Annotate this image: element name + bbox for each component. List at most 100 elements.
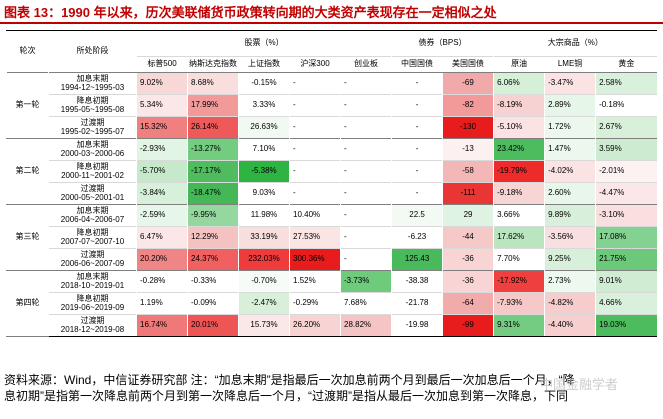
value-cell-crude-oil: -9.18% <box>493 182 545 205</box>
watermark-text: 中国金融学者 <box>540 377 619 392</box>
value-cell-nasdaq: -18.47% <box>187 182 239 205</box>
value-cell-csi300: - <box>289 72 341 95</box>
value-cell-nasdaq: 26.14% <box>187 116 239 139</box>
value-cell-csi300: - <box>289 182 341 205</box>
value-cell-crude-oil: 9.31% <box>493 314 545 337</box>
value-cell-crude-oil: -8.19% <box>493 94 545 117</box>
col-lme-copper: LME铜 <box>544 56 596 73</box>
table-row: 第二轮 加息末期 2000-03~2000-06 -2.93% -13.27% 7.10%… <box>6 138 657 205</box>
round-label: 第一轮 <box>6 72 49 139</box>
value-cell-china-bond: 22.5 <box>391 204 443 227</box>
value-cell-china-bond: - <box>391 94 443 117</box>
value-cell-gold: -3.10% <box>595 204 657 227</box>
value-cell-gold: 17.08% <box>595 226 657 249</box>
value-cell-shanghai: 11.98% <box>238 204 290 227</box>
value-cell-shanghai: -5.38% <box>238 160 290 183</box>
phase-cell: 加息末期 2006-04~2006-07 <box>48 204 137 227</box>
value-cell-china-bond: - <box>391 138 443 161</box>
phase-name: 加息末期 <box>76 139 109 149</box>
value-cell-nasdaq: -9.95% <box>187 204 239 227</box>
col-gold: 黄金 <box>595 56 657 73</box>
title-divider <box>0 22 663 24</box>
phase-cell: 加息末期 1994-12~1995-03 <box>48 72 137 95</box>
value-cell-csi300: -0.29% <box>289 292 341 315</box>
value-cell-chinext: - <box>339 72 392 95</box>
value-cell-us-treasury: 29 <box>442 204 494 227</box>
value-cell-us-treasury: -36 <box>442 248 494 271</box>
header-group-row: 轮次 所处阶段 股票（%） 债券（BPS） 大宗商品（%） <box>6 30 657 73</box>
value-cell-shanghai: 26.63% <box>238 116 290 139</box>
phase-date-range: 2000-05~2001-01 <box>60 192 125 202</box>
table-row: 降息初期 2000-11~2001-02 -5.70% -17.17% -5.38% - -… <box>7 160 657 183</box>
phase-cell: 过渡期 2018-12~2019-08 <box>48 314 137 337</box>
col-china-bond: 中国国债 <box>391 56 443 73</box>
value-cell-sp500: 16.74% <box>136 314 188 337</box>
value-cell-lme-copper: 1.72% <box>544 116 596 139</box>
phase-name: 加息末期 <box>76 73 109 83</box>
value-cell-gold: 9.01% <box>595 270 657 293</box>
source-note-line-1: 资料来源：Wind，中信证券研究部 注：“加息末期”是指最后一次加息前两个月到最… <box>4 373 575 387</box>
value-cell-gold: -0.18% <box>595 94 657 117</box>
value-cell-lme-copper: -4.02% <box>544 160 596 183</box>
value-cell-csi300: 1.52% <box>289 270 341 293</box>
value-cell-nasdaq: -17.17% <box>187 160 239 183</box>
phase-date-range: 2006-06~2007-09 <box>60 258 125 268</box>
round-label: 第三轮 <box>6 204 49 271</box>
value-cell-china-bond: -21.78 <box>391 292 443 315</box>
value-cell-chinext: - <box>339 94 392 117</box>
value-cell-sp500: -0.28% <box>136 270 188 293</box>
value-cell-csi300: - <box>289 116 341 139</box>
value-cell-crude-oil: -19.79% <box>493 160 545 183</box>
value-cell-nasdaq: 20.01% <box>187 314 239 337</box>
value-cell-lme-copper: 9.25% <box>544 248 596 271</box>
phase-date-range: 2007-07~2007-10 <box>60 236 125 246</box>
col-sp500: 标普500 <box>136 56 188 73</box>
value-cell-us-treasury: -82 <box>442 94 494 117</box>
phase-cell: 降息初期 1995-05~1995-08 <box>48 94 137 117</box>
value-cell-csi300: - <box>289 138 341 161</box>
phase-name: 降息初期 <box>76 227 109 237</box>
value-cell-china-bond: - <box>391 72 443 95</box>
value-cell-nasdaq: -0.33% <box>187 270 239 293</box>
table-row: 过渡期 2018-12~2019-08 16.74% 20.01% 15.73% 26.2… <box>7 314 657 337</box>
stock-group-header: 股票（%） <box>135 30 392 57</box>
value-cell-shanghai: -0.70% <box>238 270 290 293</box>
phase-date-range: 2018-10~2019-01 <box>60 280 125 290</box>
phase-cell: 降息初期 2019-06~2019-09 <box>48 292 137 315</box>
value-cell-lme-copper: 1.47% <box>544 138 596 161</box>
value-cell-lme-copper: -4.40% <box>544 314 596 337</box>
commodity-group-header: 大宗商品（%） <box>493 30 657 57</box>
phase-cell: 加息末期 2018-10~2019-01 <box>48 270 137 293</box>
value-cell-us-treasury: -58 <box>442 160 494 183</box>
value-cell-sp500: 15.32% <box>136 116 188 139</box>
value-cell-china-bond: - <box>391 182 443 205</box>
table-row: 降息初期 1995-05~1995-08 5.34% 17.99% 3.33% - - - -8… <box>7 94 657 117</box>
source-note-line-2: 息初期”是指第一次降息前两个月到第一次降息后一个月，“过渡期”是指从最后一次加息… <box>4 389 568 403</box>
value-cell-lme-copper: 9.89% <box>544 204 596 227</box>
table-row: 降息初期 2019-06~2019-09 1.19% -0.09% -2.47% -0.2… <box>7 292 657 315</box>
phase-date-range: 1994-12~1995-03 <box>60 82 125 92</box>
phase-cell: 降息初期 2000-11~2001-02 <box>48 160 137 183</box>
value-cell-crude-oil: -5.10% <box>493 116 545 139</box>
phase-date-range: 2000-03~2000-06 <box>60 148 125 158</box>
phase-name: 降息初期 <box>76 161 109 171</box>
value-cell-gold: 2.58% <box>595 72 657 95</box>
value-cell-sp500: -5.70% <box>136 160 188 183</box>
phase-name: 过渡期 <box>80 183 105 193</box>
value-cell-csi300: 300.36% <box>289 248 341 271</box>
value-cell-csi300: 27.53% <box>289 226 341 249</box>
value-cell-china-bond: -19.98 <box>391 314 443 337</box>
phase-name: 降息初期 <box>76 95 109 105</box>
value-cell-crude-oil: 17.62% <box>493 226 545 249</box>
value-cell-csi300: - <box>289 94 341 117</box>
value-cell-us-treasury: -130 <box>442 116 494 139</box>
value-cell-chinext: 28.82% <box>339 314 392 337</box>
value-cell-shanghai: -2.47% <box>238 292 290 315</box>
value-cell-sp500: -2.93% <box>136 138 188 161</box>
value-cell-shanghai: -0.15% <box>238 72 290 95</box>
value-cell-china-bond: -38.38 <box>391 270 443 293</box>
phase-date-range: 2019-06~2019-09 <box>60 302 125 312</box>
bond-group-header: 债券（BPS） <box>391 30 494 57</box>
phase-date-range: 2018-12~2019-08 <box>60 324 125 334</box>
phase-cell: 过渡期 1995-02~1995-07 <box>48 116 137 139</box>
